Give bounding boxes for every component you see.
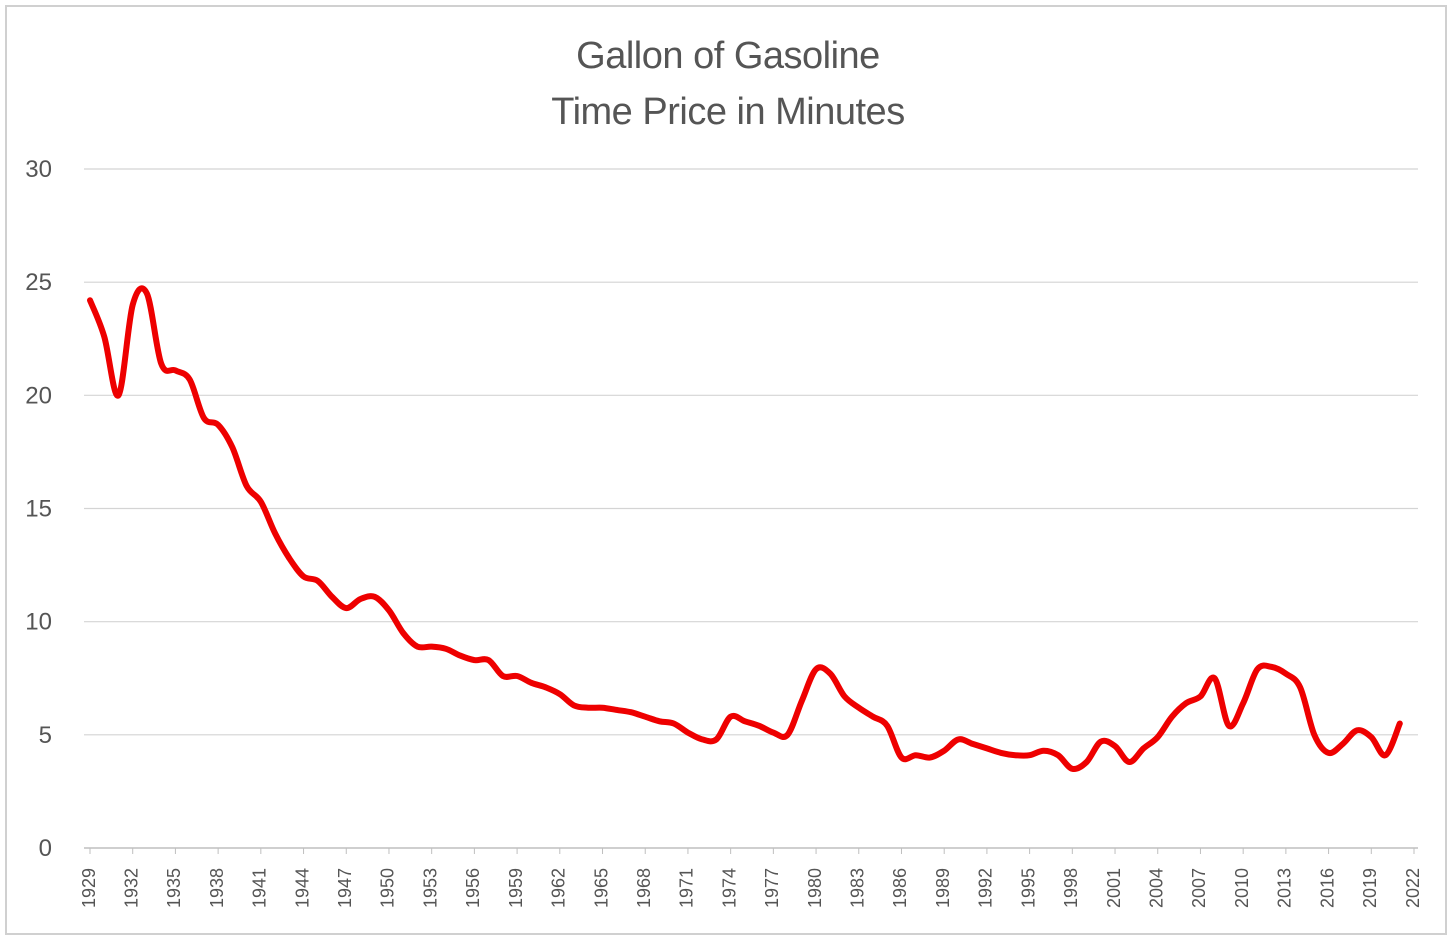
y-tick-label: 30 xyxy=(25,156,52,183)
x-tick-label: 2019 xyxy=(1360,868,1380,908)
x-tick-label: 1980 xyxy=(805,868,825,908)
x-tick-label: 1929 xyxy=(79,868,99,908)
x-tick-label: 1977 xyxy=(762,868,782,908)
y-tick-label: 15 xyxy=(25,496,52,523)
series-group xyxy=(87,285,1403,772)
x-tick-label: 1974 xyxy=(719,868,739,908)
y-tick-label: 25 xyxy=(25,269,52,296)
x-tick-label: 1995 xyxy=(1018,868,1038,908)
x-tick-label: 1947 xyxy=(335,868,355,908)
x-tick-label: 2016 xyxy=(1317,868,1337,908)
x-tick-label: 1941 xyxy=(250,868,270,908)
chart-title-block: Gallon of Gasoline Time Price in Minutes xyxy=(0,28,1456,140)
x-tick-label: 1968 xyxy=(634,868,654,908)
x-tick-label: 1959 xyxy=(506,868,526,908)
x-tick-label: 1953 xyxy=(420,868,440,908)
series-line-0 xyxy=(87,285,1403,772)
x-tick-label: 2004 xyxy=(1146,868,1166,908)
y-tick-label: 0 xyxy=(39,835,52,862)
chart-frame xyxy=(5,5,1447,935)
x-tick-label: 1992 xyxy=(976,868,996,908)
x-tick-label: 2013 xyxy=(1275,868,1295,908)
x-tick-label: 1998 xyxy=(1061,868,1081,908)
y-tick-label: 10 xyxy=(25,609,52,636)
x-tick-label: 1965 xyxy=(591,868,611,908)
x-tick-label: 2007 xyxy=(1189,868,1209,908)
x-tick-label: 1956 xyxy=(463,868,483,908)
x-axis-ticks: 1929 1932 1935 1938 1941 1944 1947 1950 1953 1956… xyxy=(79,848,1423,908)
x-tick-label: 1950 xyxy=(378,868,398,908)
y-tick-label: 20 xyxy=(25,382,52,409)
x-tick-label: 2001 xyxy=(1104,868,1124,908)
x-tick-label: 1935 xyxy=(164,868,184,908)
y-axis-ticks: 0 5 10 15 20 25 30 xyxy=(25,156,52,862)
x-tick-label: 1932 xyxy=(121,868,141,908)
x-tick-label: 2022 xyxy=(1403,868,1423,908)
x-tick-label: 1938 xyxy=(207,868,227,908)
x-tick-label: 1962 xyxy=(549,868,569,908)
x-tick-label: 1986 xyxy=(890,868,910,908)
x-tick-label: 1989 xyxy=(933,868,953,908)
x-tick-label: 2010 xyxy=(1232,868,1252,908)
x-tick-label: 1983 xyxy=(848,868,868,908)
x-tick-label: 1944 xyxy=(292,868,312,908)
x-tick-label: 1971 xyxy=(677,868,697,908)
y-tick-label: 5 xyxy=(39,722,52,749)
chart-subtitle: Time Price in Minutes xyxy=(551,91,905,133)
gridlines xyxy=(84,168,1418,849)
chart-title: Gallon of Gasoline xyxy=(576,35,880,77)
